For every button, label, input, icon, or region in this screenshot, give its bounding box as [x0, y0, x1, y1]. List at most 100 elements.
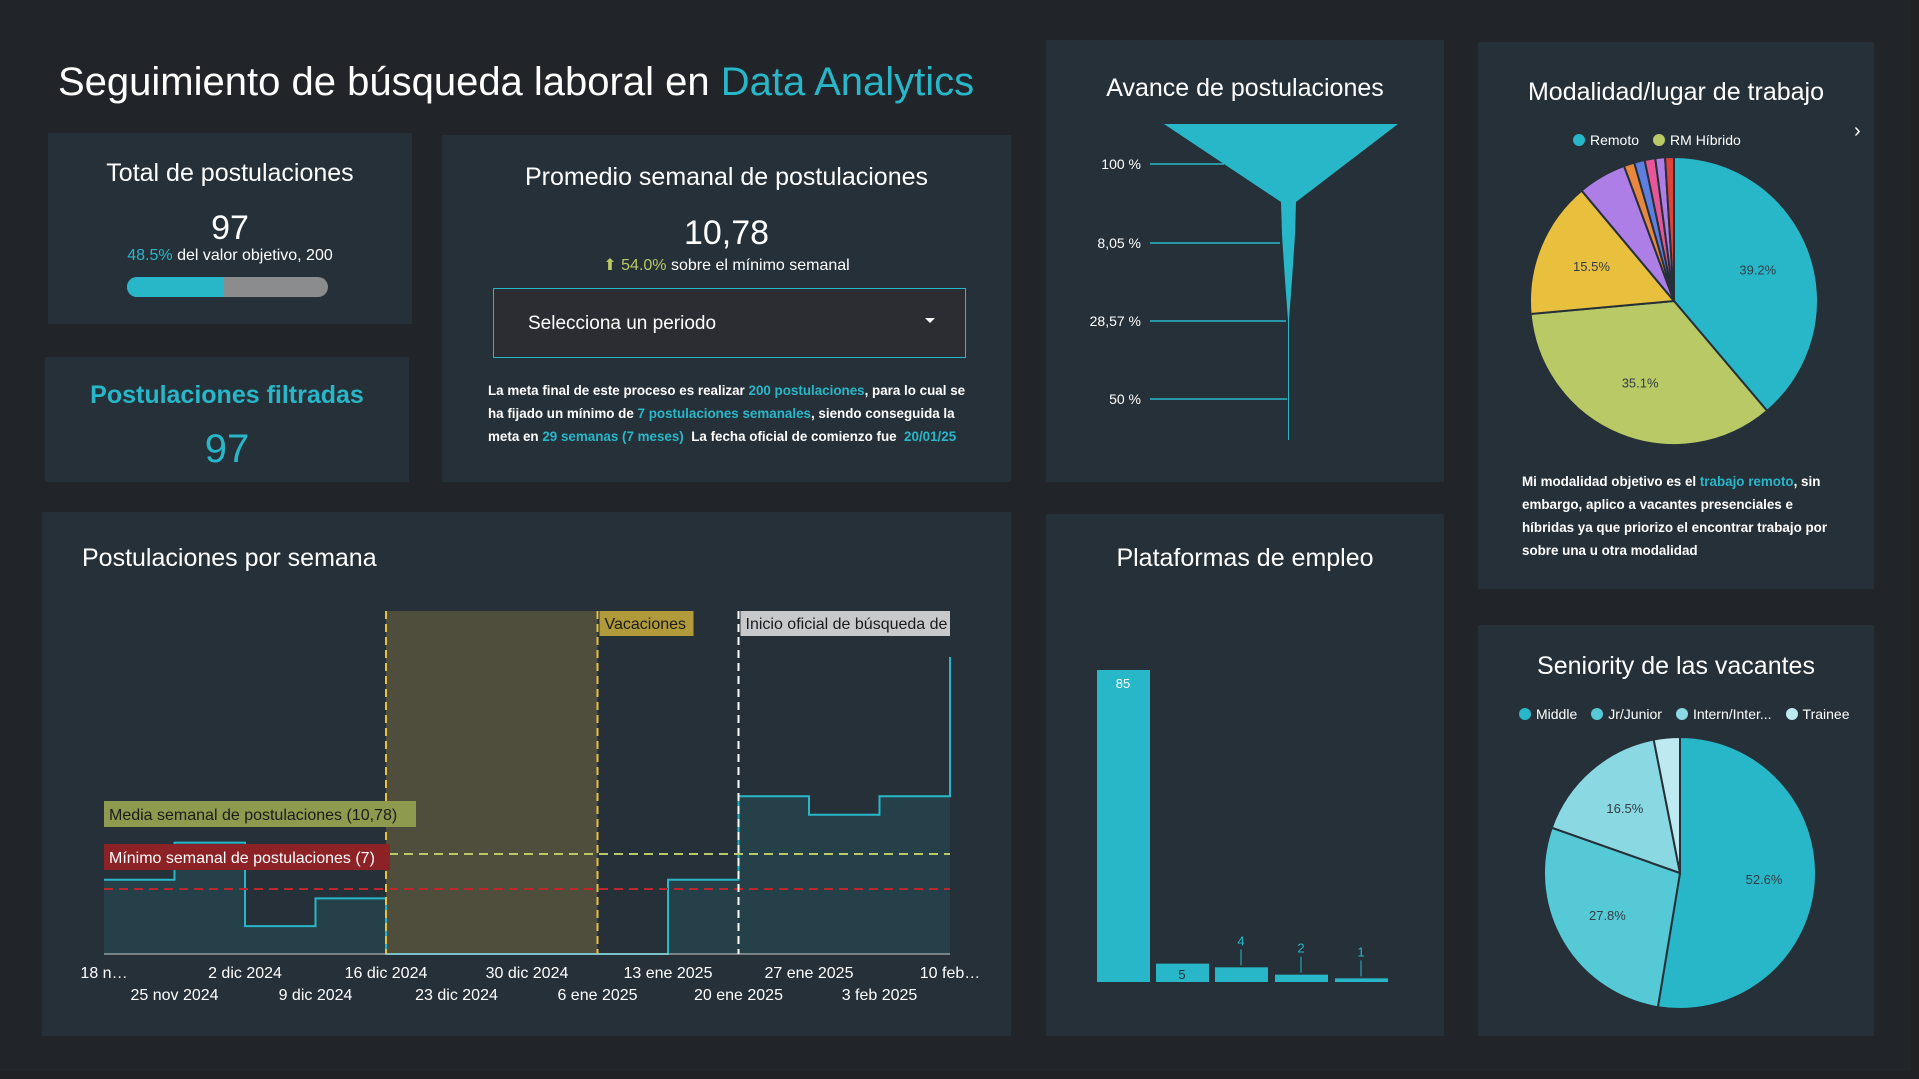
- total-applications-pct: 48.5%: [127, 247, 173, 264]
- modality-slice[interactable]: [1529, 189, 1676, 316]
- legend-dot-icon: [1573, 134, 1585, 146]
- modality-desc-highlight: trabajo remoto: [1699, 474, 1794, 489]
- desc-highlight-minimum: 7 postulaciones semanales: [637, 406, 811, 421]
- platform-bar[interactable]: [1275, 974, 1328, 982]
- modality-description: Mi modalidad objetivo es el trabajo remo…: [1522, 470, 1842, 562]
- arrow-up-icon: ⬆: [603, 257, 617, 274]
- seniority-legend-item[interactable]: Middle: [1519, 706, 1577, 722]
- x-tick-label: 16 dic 2024: [345, 965, 428, 982]
- search-start-label-box: [740, 611, 950, 636]
- funnel-label: 50 %: [1109, 391, 1141, 407]
- platforms-title: Plataformas de empleo: [1116, 544, 1374, 572]
- modality-legend-label: RM Híbrido: [1670, 132, 1741, 148]
- vacation-label: Vacaciones: [605, 616, 687, 633]
- weekly-average-card: Promedio semanal de postulaciones 10,78 …: [442, 135, 1011, 482]
- period-select[interactable]: Selecciona un periodo: [493, 288, 966, 358]
- seniority-legend-label: Middle: [1536, 706, 1578, 722]
- weekly-average-value: 10,78: [683, 214, 770, 252]
- seniority-legend-item[interactable]: Trainee: [1785, 706, 1850, 722]
- x-tick-label: 20 ene 2025: [694, 987, 783, 1004]
- modality-slice[interactable]: [1529, 299, 1769, 446]
- vacation-band: [386, 611, 598, 954]
- platform-bar-label: 2: [1297, 941, 1304, 956]
- period-select-placeholder: Selecciona un periodo: [528, 313, 717, 334]
- x-tick-label: 13 ene 2025: [624, 965, 713, 982]
- modality-desc-text-1: Mi modalidad objetivo es el: [1522, 474, 1700, 489]
- weekly-average-delta-text: sobre el mínimo semanal: [670, 257, 850, 274]
- modality-pie-chart: 39.2% 35.1% 15.5%: [1529, 155, 1819, 446]
- funnel-label: 100 %: [1101, 156, 1141, 172]
- vacation-label-box: [599, 611, 694, 636]
- seniority-legend-item[interactable]: Jr/Junior: [1591, 706, 1662, 722]
- minimum-label: Mínimo semanal de postulaciones (7): [109, 850, 375, 867]
- modality-legend-item[interactable]: RM Híbrido: [1653, 132, 1741, 148]
- filtered-applications-value: 97: [204, 427, 250, 471]
- modality-legend-item[interactable]: Remoto: [1573, 132, 1639, 148]
- total-applications-value: 97: [211, 209, 249, 247]
- total-applications-target-text: del valor objetivo, 200: [177, 247, 333, 264]
- x-tick-label: 30 dic 2024: [486, 965, 569, 982]
- desc-text-4: La fecha oficial de comienzo fue: [683, 429, 905, 444]
- desc-highlight-date: 20/01/25: [904, 429, 957, 444]
- mean-label-box: [104, 801, 416, 827]
- chevron-down-icon[interactable]: [925, 318, 935, 323]
- desc-text-2: , para lo cual se ha fijado un mínimo de: [488, 383, 966, 421]
- weekly-average-delta-line: ⬆ 54.0% sobre el mínimo semanal: [442, 255, 1011, 275]
- modality-title: Modalidad/lugar de trabajo: [1527, 78, 1825, 106]
- seniority-slice[interactable]: [1652, 735, 1681, 874]
- modality-legend-label: Remoto: [1590, 132, 1640, 148]
- funnel-tail: [1282, 235, 1295, 440]
- funnel-shape: [1164, 124, 1398, 235]
- seniority-slice[interactable]: [1656, 735, 1817, 1010]
- funnel-label: 28,57 %: [1090, 313, 1141, 329]
- chevron-right-icon[interactable]: ›: [1854, 120, 1861, 142]
- weekly-average-description: La meta final de este proceso es realiza…: [488, 379, 978, 448]
- modality-desc-text-2: , sin embargo, aplico a vacantes presenc…: [1522, 474, 1828, 558]
- seniority-legend-label: Intern/Inter...: [1692, 706, 1772, 722]
- legend-dot-icon: [1785, 708, 1798, 720]
- seniority-slice[interactable]: [1550, 738, 1682, 875]
- weekly-chart-title: Postulaciones por semana: [82, 544, 377, 572]
- platform-bar-label: 4: [1237, 933, 1244, 948]
- modality-slice[interactable]: [1673, 155, 1819, 413]
- search-start-label: Inicio oficial de búsqueda de: [746, 616, 948, 633]
- desc-highlight-goal: 200 postulaciones: [748, 383, 865, 398]
- seniority-legend-item[interactable]: Intern/Inter...: [1675, 706, 1772, 722]
- legend-dot-icon: [1591, 708, 1604, 720]
- x-tick-label: 9 dic 2024: [279, 987, 353, 1004]
- mean-label: Media semanal de postulaciones (10,78): [109, 807, 397, 824]
- minimum-label-box: [104, 844, 390, 870]
- modality-card: Modalidad/lugar de trabajo Remoto RM Híbr…: [1478, 42, 1874, 589]
- seniority-legend-label: Trainee: [1802, 706, 1850, 722]
- x-tick-label: 10 feb…: [920, 965, 980, 982]
- modality-slice[interactable]: [1663, 155, 1675, 302]
- modality-legend: Remoto RM Híbrido: [1573, 132, 1741, 148]
- platforms-card: Plataformas de empleo 85 5 4 2 1: [1046, 514, 1444, 1036]
- total-applications-title: Total de postulaciones: [106, 159, 354, 187]
- platforms-bar-chart: 85 5 4 2 1: [1097, 670, 1388, 982]
- platform-bar[interactable]: [1335, 978, 1388, 982]
- page-title-prefix: Seguimiento de búsqueda laboral en: [58, 60, 721, 104]
- desc-text-3: , siendo conseguida la meta en: [488, 406, 955, 444]
- page-title: Seguimiento de búsqueda laboral en Data …: [58, 60, 974, 105]
- filtered-applications-title: Postulaciones filtradas: [90, 381, 364, 409]
- total-applications-progress-fill: [127, 277, 225, 297]
- funnel-label: 8,05 %: [1097, 235, 1141, 251]
- modality-slice-label: 15.5%: [1573, 259, 1610, 274]
- modality-slice-label: 39.2%: [1739, 262, 1776, 277]
- legend-dot-icon: [1653, 134, 1666, 146]
- x-tick-label: 25 nov 2024: [130, 987, 218, 1004]
- seniority-title: Seniority de las vacantes: [1537, 652, 1815, 680]
- total-applications-card: Total de postulaciones 97 48.5% del valo…: [48, 133, 412, 324]
- platform-bar[interactable]: [1097, 670, 1150, 982]
- funnel-card: Avance de postulaciones 100 % 8,05 % 28,…: [1046, 40, 1444, 482]
- seniority-pie-chart: 52.6% 27.8% 16.5%: [1543, 735, 1817, 1010]
- x-tick-label: 23 dic 2024: [415, 987, 498, 1004]
- total-applications-progress-bar: [127, 277, 328, 297]
- funnel-title: Avance de postulaciones: [1106, 74, 1384, 102]
- platform-bar[interactable]: [1156, 963, 1209, 982]
- x-tick-label: 3 feb 2025: [842, 987, 918, 1004]
- platform-bar[interactable]: [1215, 967, 1268, 982]
- weekly-chart-card: Postulaciones por semana Vacaciones Inici…: [42, 512, 1011, 1036]
- seniority-slice[interactable]: [1543, 826, 1682, 1009]
